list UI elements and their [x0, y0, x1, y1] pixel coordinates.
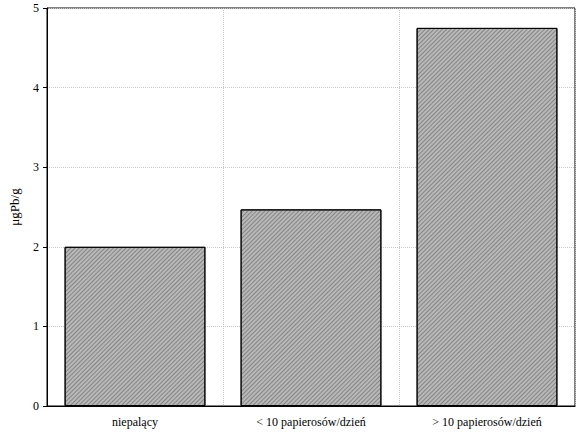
- svg-text:5: 5: [33, 1, 39, 15]
- svg-text:4: 4: [33, 81, 39, 95]
- svg-text:3: 3: [33, 160, 39, 174]
- svg-text:1: 1: [33, 319, 39, 333]
- svg-text:μgPb/g: μgPb/g: [7, 188, 22, 226]
- svg-text:> 10 papierosów/dzień: > 10 papierosów/dzień: [432, 415, 541, 429]
- svg-text:niepalący: niepalący: [112, 415, 158, 429]
- svg-text:2: 2: [33, 240, 39, 254]
- svg-text:0: 0: [33, 399, 39, 413]
- svg-text:< 10 papierosów/dzień: < 10 papierosów/dzień: [256, 415, 365, 429]
